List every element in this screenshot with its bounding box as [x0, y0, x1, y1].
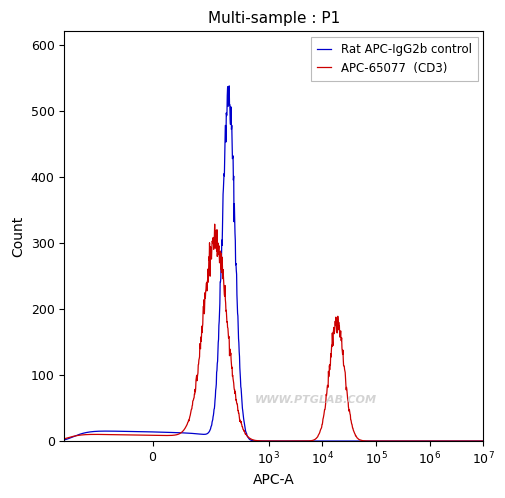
- APC-65077  (CD3): [435, 438, 441, 444]
- APC-65077  (CD3): [61, 436, 67, 442]
- Rat APC-IgG2b control: [473, 438, 479, 444]
- APC-65077  (CD3): [479, 438, 485, 444]
- APC-65077  (CD3): [65, 435, 71, 441]
- Text: WWW.PTGLAB.COM: WWW.PTGLAB.COM: [254, 395, 376, 405]
- Rat APC-IgG2b control: [65, 436, 71, 442]
- Line: APC-65077  (CD3): APC-65077 (CD3): [64, 224, 482, 441]
- APC-65077  (CD3): [63, 435, 69, 441]
- Rat APC-IgG2b control: [321, 438, 327, 444]
- Line: Rat APC-IgG2b control: Rat APC-IgG2b control: [64, 86, 482, 441]
- Rat APC-IgG2b control: [479, 438, 485, 444]
- Y-axis label: Count: Count: [11, 216, 25, 257]
- APC-65077  (CD3): [211, 221, 217, 227]
- Title: Multi-sample : P1: Multi-sample : P1: [208, 11, 339, 26]
- Rat APC-IgG2b control: [226, 83, 232, 89]
- APC-65077  (CD3): [321, 409, 327, 415]
- Rat APC-IgG2b control: [299, 438, 306, 444]
- X-axis label: APC-A: APC-A: [252, 473, 294, 487]
- Rat APC-IgG2b control: [61, 437, 67, 443]
- Rat APC-IgG2b control: [435, 438, 441, 444]
- APC-65077  (CD3): [248, 437, 255, 443]
- Rat APC-IgG2b control: [63, 437, 69, 443]
- Legend: Rat APC-IgG2b control, APC-65077  (CD3): Rat APC-IgG2b control, APC-65077 (CD3): [311, 37, 477, 81]
- APC-65077  (CD3): [299, 438, 306, 444]
- Rat APC-IgG2b control: [248, 438, 255, 444]
